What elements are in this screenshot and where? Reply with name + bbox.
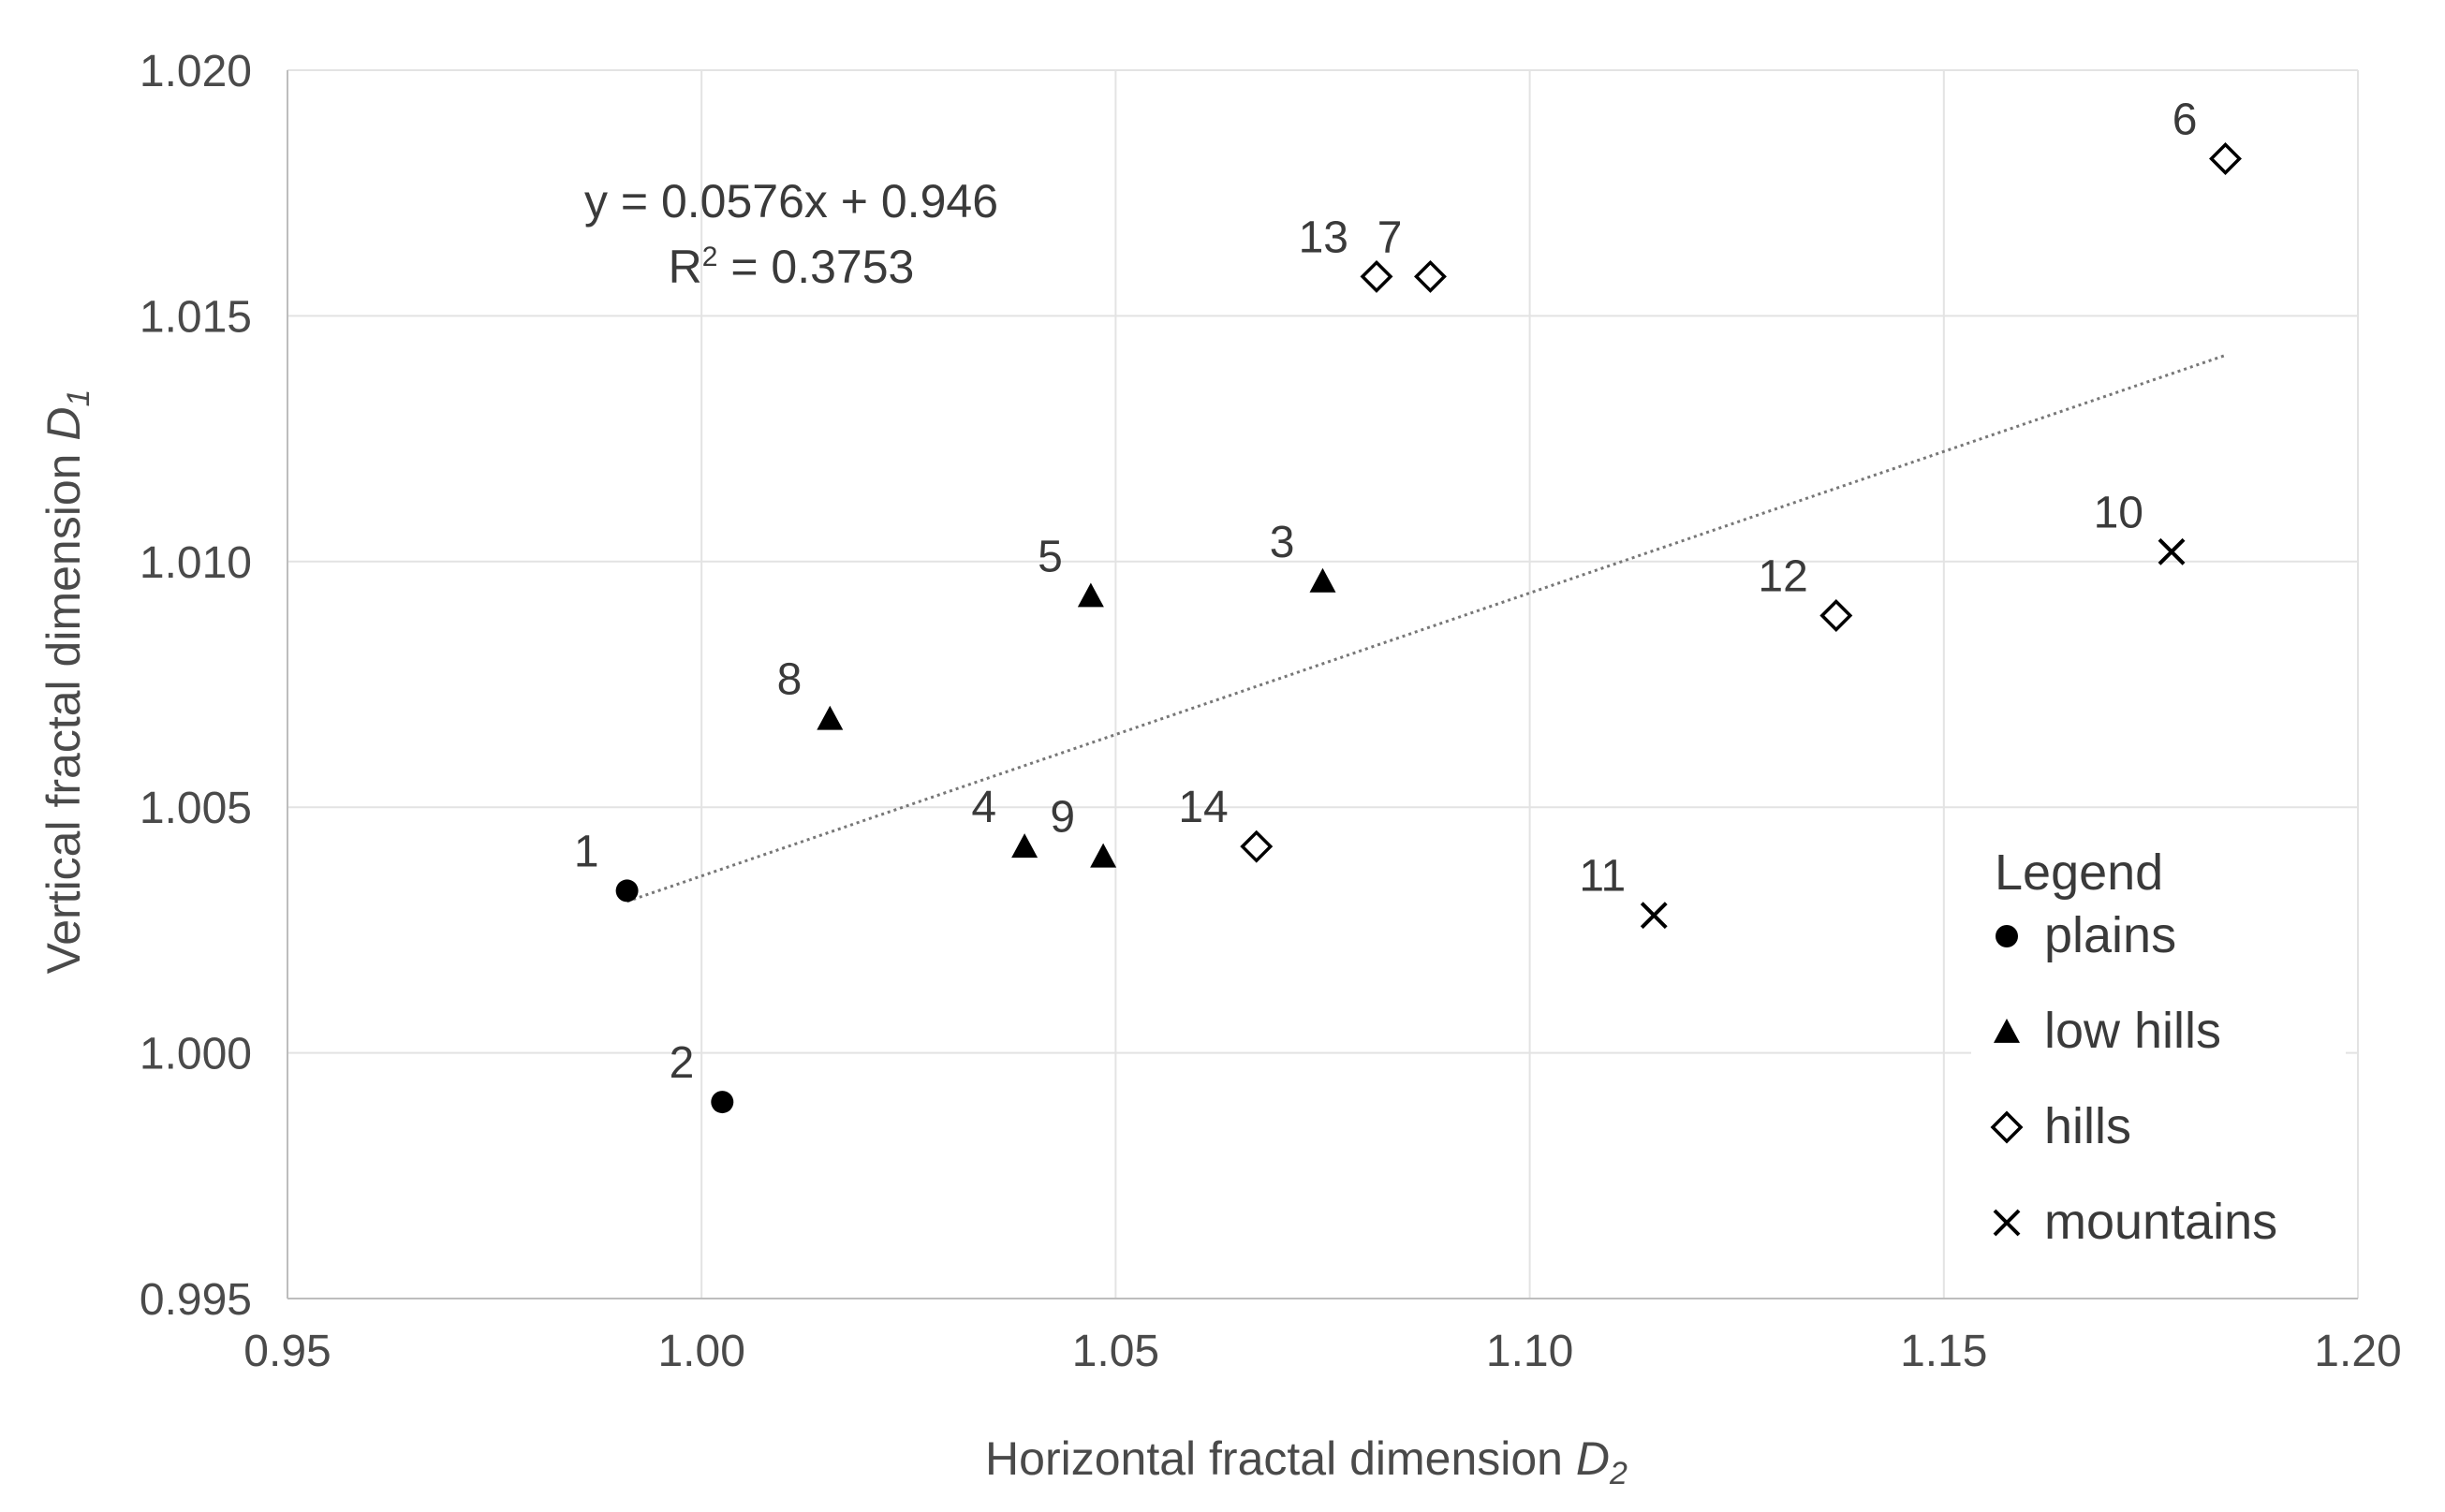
x-axis-title: Horizontal fractal dimension D2 [985, 1432, 1628, 1491]
gridlines [287, 69, 2359, 1299]
x-tick-label: 1.10 [1486, 1327, 1573, 1376]
legend-title: Legend [1995, 844, 2163, 901]
legend-label: plains [2044, 907, 2176, 963]
cross-stroke [1640, 902, 1668, 930]
x-tick-label: 1.20 [2314, 1327, 2401, 1376]
legend-background [1971, 824, 2346, 1273]
r-squared-superscript: 2 [702, 242, 718, 272]
data-point-mountains [2158, 537, 2186, 565]
point-label: 3 [1270, 518, 1295, 567]
point-label: 13 [1299, 213, 1348, 262]
data-point-low-hills [1090, 843, 1117, 868]
data-point-hills [1819, 599, 1853, 633]
point-label: 1 [574, 827, 599, 876]
legend-marker-cross [1993, 1209, 2021, 1237]
legend-marker-diamond [1990, 1110, 2024, 1144]
y-axis-title-sub: 1 [61, 389, 96, 407]
point-label: 10 [2094, 488, 2143, 537]
x-axis-title-text: Horizontal fractal dimension [985, 1432, 1563, 1485]
x-axis-title-var: D [1576, 1432, 1610, 1485]
data-point-low-hills [1309, 567, 1336, 593]
trendline-r-squared: R2 = 0.3753 [669, 241, 915, 293]
point-label: 5 [1038, 533, 1063, 582]
y-tick-label: 1.000 [140, 1030, 252, 1079]
legend-item-hills: hills [1990, 1098, 2131, 1154]
y-axis-title-text: Vertical fractal dimension [37, 454, 90, 975]
point-label: 2 [670, 1038, 695, 1088]
cross-stroke [1993, 1209, 2021, 1237]
data-points [615, 141, 2242, 1114]
point-label: 6 [2173, 95, 2198, 144]
y-tick-label: 1.010 [140, 538, 252, 588]
data-point-mountains [1640, 902, 1668, 930]
data-point-low-hills [1077, 582, 1104, 608]
legend-label: low hills [2044, 1003, 2221, 1059]
data-point-hills [1413, 259, 1447, 293]
legend-label: mountains [2044, 1194, 2277, 1250]
point-label: 7 [1377, 213, 1403, 262]
data-point-hills [1360, 259, 1393, 293]
legend-label: hills [2044, 1098, 2131, 1154]
y-tick-label: 1.020 [140, 47, 252, 96]
point-label: 9 [1050, 793, 1075, 843]
point-label: 11 [1579, 852, 1626, 902]
x-tick-label: 1.00 [657, 1327, 744, 1376]
legend-item-plains: plains [1996, 907, 2176, 963]
point-label: 8 [777, 655, 803, 705]
legend-marker-circle [1996, 925, 2018, 947]
data-point-plains [615, 879, 639, 903]
y-tick-label: 1.005 [140, 784, 252, 833]
y-axis-title-var: D [37, 407, 90, 441]
data-point-hills [2209, 141, 2242, 175]
y-tick-label: 0.995 [140, 1275, 252, 1325]
x-tick-label: 0.95 [243, 1327, 331, 1376]
cross-stroke [2158, 537, 2186, 565]
point-label: 4 [971, 783, 996, 832]
data-point-low-hills [1011, 833, 1038, 859]
y-axis-title: Vertical fractal dimension D1 [37, 389, 96, 975]
r-squared-value: = 0.3753 [717, 241, 914, 293]
data-point-low-hills [817, 705, 844, 730]
data-point-plains [711, 1091, 734, 1114]
axes [287, 70, 2358, 1299]
r-squared-symbol: R [669, 241, 702, 293]
point-label: 12 [1758, 552, 1807, 602]
legend-marker-triangle [1994, 1019, 2020, 1043]
x-tick-label: 1.05 [1072, 1327, 1159, 1376]
x-tick-label: 1.15 [1900, 1327, 1987, 1376]
legend-items: plains low hills hills mountains [1990, 907, 2277, 1250]
y-tick-label: 1.015 [140, 292, 252, 342]
legend: Legend plains low hills hills mountains [1971, 824, 2346, 1273]
tick-labels: 0.95 1.00 1.05 1.10 1.15 1.20 0.995 1.000 1.005 1… [140, 47, 2402, 1376]
legend-item-low-hills: low hills [1994, 1003, 2221, 1059]
trendline-equation: y = 0.0576x + 0.946 [584, 175, 998, 228]
trendline-group [626, 354, 2226, 903]
data-point-hills [1240, 829, 1274, 863]
point-label: 14 [1178, 783, 1228, 832]
trendline [626, 354, 2226, 903]
x-axis-title-sub: 2 [1609, 1456, 1628, 1491]
legend-item-mountains: mountains [1993, 1194, 2277, 1250]
